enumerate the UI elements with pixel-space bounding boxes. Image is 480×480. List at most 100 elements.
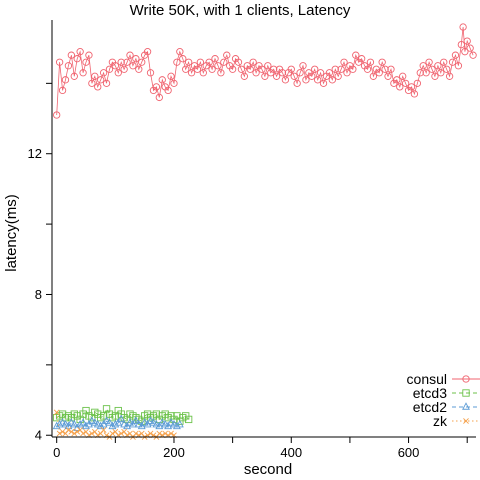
data-point-consul — [184, 58, 193, 66]
data-point-etcd3 — [99, 412, 108, 420]
data-point-consul — [53, 111, 61, 119]
data-point-etcd2 — [90, 418, 99, 426]
x-tick-label: 0 — [53, 445, 60, 460]
data-point-consul — [249, 58, 257, 66]
data-point-etcd2 — [158, 418, 167, 426]
series-etcd2 — [52, 414, 184, 431]
data-point-consul — [401, 79, 410, 87]
x-tick-label: 600 — [398, 445, 420, 460]
data-point-consul — [102, 79, 111, 87]
data-point-etcd2 — [140, 418, 149, 426]
data-point-consul — [143, 48, 152, 56]
data-point-consul — [466, 44, 474, 52]
data-point-consul — [445, 72, 454, 80]
data-point-etcd2 — [167, 418, 175, 426]
data-point-consul — [357, 55, 366, 63]
legend-marker-zk — [463, 418, 469, 424]
data-point-etcd2 — [143, 419, 152, 428]
data-point-consul — [469, 51, 477, 59]
data-point-consul — [155, 93, 163, 102]
data-point-consul — [293, 79, 301, 87]
data-point-consul — [55, 58, 64, 66]
data-point-consul — [378, 58, 386, 66]
legend-label-consul: consul — [407, 371, 447, 387]
data-point-consul — [337, 65, 345, 73]
data-point-consul — [431, 72, 439, 80]
data-point-consul — [451, 51, 460, 59]
data-point-consul — [223, 51, 231, 59]
data-point-consul — [67, 51, 76, 59]
legend-entry-consul: consul — [407, 371, 480, 387]
data-point-consul — [79, 69, 87, 77]
data-point-consul — [158, 76, 166, 84]
data-point-consul — [413, 79, 422, 87]
y-tick-label: 8 — [35, 287, 42, 302]
y-axis-label: latency(ms) — [3, 194, 20, 272]
data-point-etcd2 — [155, 421, 164, 430]
data-point-etcd2 — [55, 419, 64, 428]
data-point-consul — [407, 83, 416, 91]
data-point-consul — [281, 76, 290, 84]
data-point-etcd2 — [123, 421, 132, 430]
legend-marker-consul — [462, 375, 470, 383]
data-point-zk — [118, 430, 125, 437]
x-tick-label: 200 — [163, 445, 185, 460]
data-point-consul — [264, 62, 272, 70]
data-point-consul — [64, 62, 73, 70]
data-point-consul — [97, 76, 105, 84]
data-point-consul — [105, 65, 114, 73]
data-point-consul — [173, 58, 181, 66]
x-tick-label: 400 — [280, 445, 302, 460]
data-point-consul — [448, 58, 457, 66]
data-point-consul — [91, 72, 99, 80]
data-point-etcd2 — [131, 416, 140, 424]
data-point-consul — [463, 37, 471, 45]
data-point-etcd2 — [93, 419, 102, 428]
data-point-zk — [53, 409, 60, 416]
data-point-consul — [349, 65, 357, 73]
data-point-etcd2 — [58, 418, 67, 426]
data-point-consul — [73, 55, 81, 63]
data-point-zk — [89, 430, 95, 437]
data-point-etcd2 — [134, 419, 143, 428]
data-point-consul — [287, 65, 295, 73]
data-point-consul — [425, 58, 433, 66]
data-point-consul — [454, 62, 463, 70]
data-point-zk — [56, 430, 63, 437]
data-point-consul — [440, 58, 448, 66]
data-point-etcd2 — [111, 419, 120, 428]
data-point-etcd2 — [172, 421, 181, 430]
data-point-consul — [114, 69, 122, 77]
data-point-consul — [76, 48, 84, 56]
data-point-consul — [132, 55, 140, 63]
data-point-zk — [132, 430, 139, 437]
legend-label-etcd2: etcd2 — [413, 399, 447, 415]
axes-layer: 0 200 400 600 4 8 12 — [28, 20, 476, 460]
data-point-etcd2 — [108, 421, 117, 430]
data-point-etcd2 — [84, 419, 93, 428]
legend-marker-etcd2 — [462, 402, 470, 410]
data-point-etcd2 — [161, 419, 170, 428]
data-point-etcd2 — [64, 421, 73, 430]
data-point-etcd2 — [146, 416, 155, 424]
data-point-consul — [117, 58, 125, 66]
data-point-consul — [296, 69, 304, 77]
data-point-consul — [331, 65, 339, 73]
data-point-zk — [71, 430, 78, 437]
data-point-consul — [319, 79, 328, 87]
data-point-etcd2 — [87, 416, 96, 424]
data-point-consul — [58, 86, 67, 95]
data-point-consul — [299, 62, 307, 70]
data-point-consul — [199, 69, 207, 77]
data-point-consul — [410, 90, 419, 98]
data-point-etcd2 — [105, 418, 114, 426]
data-point-consul — [85, 51, 93, 59]
data-point-consul — [214, 62, 222, 70]
data-point-etcd2 — [79, 418, 88, 426]
data-point-consul — [461, 48, 469, 56]
data-point-consul — [459, 23, 467, 31]
data-point-zk — [168, 430, 174, 437]
data-point-consul — [167, 72, 175, 80]
